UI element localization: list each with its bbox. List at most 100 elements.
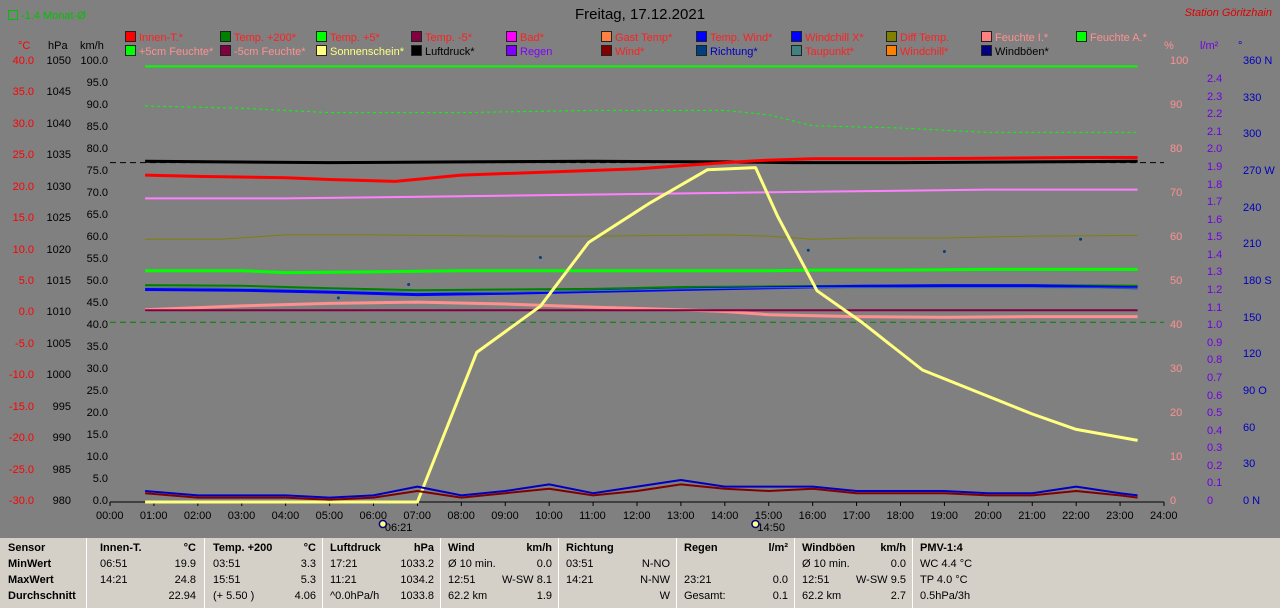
legend-item[interactable]: Temp. Wind*	[696, 31, 772, 44]
legend-swatch-icon[interactable]	[125, 45, 136, 56]
kmh-tick-label: 50.0	[86, 275, 108, 287]
stats-value: 1033.2	[400, 558, 434, 570]
legend-swatch-icon[interactable]	[886, 45, 897, 56]
stats-row: Ø 10 min. 0.0	[794, 558, 912, 574]
monthly-average-toggle[interactable]: -1.4 Monat-Ø	[8, 10, 86, 22]
legend-swatch-icon[interactable]	[981, 31, 992, 42]
series-temp-5	[145, 267, 1138, 275]
legend-item[interactable]: +5cm Feuchte*	[125, 45, 213, 58]
legend-swatch-icon[interactable]	[411, 45, 422, 56]
legend-item[interactable]: Feuchte I.*	[981, 31, 1048, 44]
legend-swatch-icon[interactable]	[601, 45, 612, 56]
series-feuchte-i	[145, 188, 1138, 200]
legend-swatch-icon[interactable]	[506, 31, 517, 42]
legend-swatch-icon[interactable]	[696, 31, 707, 42]
rain-tick-label: 0.7	[1207, 371, 1223, 384]
legend-swatch-icon[interactable]	[316, 31, 327, 42]
sunset-icon	[751, 519, 760, 529]
legend-item[interactable]: Bad*	[506, 31, 544, 44]
direction-tick-label: 120	[1243, 348, 1262, 361]
rain-tick-label: 1.2	[1207, 284, 1223, 296]
stats-value: 3.3	[300, 558, 316, 570]
stats-row: 12:51 W-SW 8.1	[440, 574, 558, 590]
right-axis-unit: °	[1238, 40, 1243, 52]
stats-row: 0.5hPa/3h	[912, 590, 1280, 606]
legend-item[interactable]: Gast Temp*	[601, 31, 672, 44]
legend-item[interactable]: Temp. +5*	[316, 31, 380, 44]
stats-label: 03:51	[566, 558, 594, 570]
stats-section-unit: l/m²	[768, 542, 788, 554]
legend-item[interactable]: Windchill*	[886, 45, 948, 58]
legend-item[interactable]: Feuchte A.*	[1076, 31, 1147, 44]
legend-swatch-icon[interactable]	[981, 45, 992, 56]
stats-label: 14:21	[100, 574, 128, 586]
legend-swatch-icon[interactable]	[316, 45, 327, 56]
kmh-tick-label: 25.0	[86, 385, 108, 397]
kmh-tick-label: 90.0	[86, 99, 108, 111]
legend-label: Temp. +200*	[234, 32, 297, 44]
legend-swatch-icon[interactable]	[125, 31, 136, 42]
legend-item[interactable]: Wind*	[601, 45, 644, 58]
station-name: Station Göritzhain	[1184, 7, 1272, 19]
legend-swatch-icon[interactable]	[411, 31, 422, 42]
legend-item[interactable]: -5cm Feuchte*	[220, 45, 306, 58]
legend-swatch-icon[interactable]	[220, 31, 231, 42]
kmh-tick-label: 15.0	[86, 429, 108, 441]
legend-swatch-icon[interactable]	[506, 45, 517, 56]
stats-row: 14:21 24.8	[86, 574, 204, 590]
legend-item[interactable]: Innen-T.*	[125, 31, 183, 44]
rain-tick-label: 0.1	[1207, 477, 1223, 490]
stats-label: TP 4.0 °C	[920, 574, 968, 586]
stats-label: 03:51	[213, 558, 241, 570]
legend-item[interactable]: Temp. +200*	[220, 31, 296, 44]
stats-label: MinWert	[8, 558, 52, 570]
hpa-tick-label: 1030	[46, 180, 71, 193]
legend-swatch-icon[interactable]	[886, 31, 897, 42]
plot-area	[110, 62, 1164, 502]
x-tick-label: 05:00	[315, 510, 344, 522]
rain-tick-label: 1.6	[1207, 213, 1223, 226]
stats-label: 62.2 km	[448, 590, 488, 602]
hpa-tick-label: 980	[52, 495, 71, 507]
legend-item[interactable]: Temp. -5*	[411, 31, 472, 44]
percent-tick-label: 70	[1170, 187, 1183, 199]
stats-row: TP 4.0 °C	[912, 574, 1280, 590]
legend-item[interactable]: Diff Temp.	[886, 31, 949, 44]
legend-item[interactable]: Luftdruck*	[411, 45, 475, 58]
stats-value: 0.1	[772, 590, 788, 602]
legend-label: Windchill*	[900, 46, 949, 58]
left-axis-unit: hPa	[48, 40, 68, 52]
legend-swatch-icon[interactable]	[220, 45, 231, 56]
legend-label: +5cm Feuchte*	[139, 46, 214, 58]
legend-swatch-icon[interactable]	[791, 45, 802, 56]
stats-value: 0.0	[772, 574, 788, 586]
x-tick-label: 13:00	[666, 510, 695, 522]
legend-swatch-icon[interactable]	[1076, 31, 1087, 42]
stats-row	[676, 558, 794, 574]
kmh-tick-label: 35.0	[86, 341, 108, 353]
legend-item[interactable]: Regen	[506, 45, 552, 58]
chart-canvas	[109, 62, 1165, 529]
legend-item[interactable]: Windchill X*	[791, 31, 864, 44]
legend-item[interactable]: Windböen*	[981, 45, 1049, 58]
legend-label: Luftdruck*	[425, 46, 475, 58]
legend-swatch-icon[interactable]	[791, 31, 802, 42]
percent-tick-label: 0	[1170, 495, 1177, 507]
legend-swatch-icon[interactable]	[696, 45, 707, 56]
legend-swatch-icon[interactable]	[601, 31, 612, 42]
x-tick-label: 20:00	[974, 510, 1002, 522]
stats-section-unit: °C	[303, 542, 316, 554]
legend-item[interactable]: Richtung*	[696, 45, 758, 58]
stats-value: 8.1	[536, 574, 552, 586]
stats-label: Ø 10 min.	[802, 558, 850, 570]
x-tick-label: 06:00	[359, 510, 388, 522]
stats-row: 22.94	[86, 590, 204, 606]
legend-label: Wind*	[615, 46, 645, 58]
rain-tick-label: 1.7	[1207, 196, 1223, 209]
checkbox-icon[interactable]	[8, 10, 18, 20]
legend-item[interactable]: Sonnenschein*	[316, 45, 404, 58]
legend-item[interactable]: Taupunkt*	[791, 45, 854, 58]
stats-label: 14:21	[566, 574, 594, 586]
temp-tick-label: 25.0	[12, 149, 34, 162]
temp-tick-label: -10.0	[8, 369, 34, 382]
